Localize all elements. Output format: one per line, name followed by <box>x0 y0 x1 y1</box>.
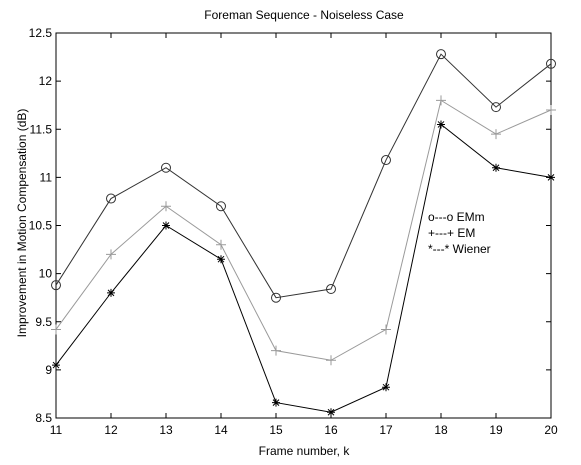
data-point-circle <box>161 162 171 173</box>
y-axis-label: Improvement in Motion Compensation (dB) <box>15 109 29 338</box>
data-point-star <box>107 288 115 297</box>
data-point-plus <box>106 249 116 260</box>
data-point-circle <box>51 280 61 291</box>
series-line-star <box>55 123 552 413</box>
y-tick-label: 10 <box>39 267 53 281</box>
x-tick-label: 17 <box>379 423 393 437</box>
y-tick-label: 11 <box>40 170 53 184</box>
data-point-star <box>52 361 60 370</box>
data-point-star <box>437 120 445 129</box>
data-point-circle <box>381 155 391 166</box>
data-point-circle <box>326 284 336 295</box>
data-point-star <box>217 255 225 264</box>
data-point-star <box>547 173 555 182</box>
x-tick-label: 20 <box>544 423 558 437</box>
x-axis-label: Frame number, k <box>259 444 351 458</box>
data-point-star <box>327 408 335 417</box>
y-tick-label: 12 <box>39 74 53 88</box>
data-point-star <box>162 221 170 230</box>
x-tick-label: 12 <box>104 423 118 437</box>
legend-entry: o---o EMm <box>428 210 485 224</box>
data-point-plus <box>216 239 226 250</box>
y-tick-label: 8.5 <box>35 411 52 425</box>
data-point-star <box>382 383 390 392</box>
x-tick-label: 14 <box>214 423 228 437</box>
y-tick-label: 12.5 <box>29 26 53 40</box>
data-point-circle <box>491 102 501 113</box>
data-point-plus <box>271 345 281 356</box>
axes-box <box>55 32 552 419</box>
data-point-plus <box>326 355 336 366</box>
x-tick-label: 13 <box>159 423 173 437</box>
data-point-circle <box>436 49 446 60</box>
chart-title: Foreman Sequence - Noiseless Case <box>204 8 404 22</box>
data-point-circle <box>106 193 116 204</box>
data-point-star <box>272 398 280 407</box>
x-tick-label: 15 <box>269 423 283 437</box>
x-tick-label: 19 <box>489 423 503 437</box>
data-point-plus <box>436 95 446 106</box>
legend-entry: +---+ EM <box>428 226 475 240</box>
data-point-circle <box>546 58 556 69</box>
data-point-circle <box>216 201 226 212</box>
y-tick-label: 11.5 <box>30 122 53 136</box>
data-point-plus <box>491 129 501 140</box>
data-point-plus <box>381 324 391 335</box>
x-tick-label: 18 <box>434 423 448 437</box>
data-point-plus <box>161 201 171 212</box>
data-point-plus <box>51 324 61 335</box>
y-tick-label: 9.5 <box>35 315 52 329</box>
y-tick-label: 9 <box>45 363 52 377</box>
series-line-circle <box>55 53 552 299</box>
x-tick-label: 11 <box>50 423 63 437</box>
data-point-plus <box>546 105 556 115</box>
x-tick-label: 16 <box>324 423 338 437</box>
series-line-plus <box>55 99 552 361</box>
data-point-star <box>492 163 500 172</box>
legend-entry: *---* Wiener <box>428 242 491 256</box>
y-tick-label: 10.5 <box>29 219 53 233</box>
data-point-circle <box>271 292 281 303</box>
plot-area: 11 12 13 14 15 16 17 18 19 20 8.5 9 9.5 10 10.5 11 11.5 1… <box>29 26 558 437</box>
